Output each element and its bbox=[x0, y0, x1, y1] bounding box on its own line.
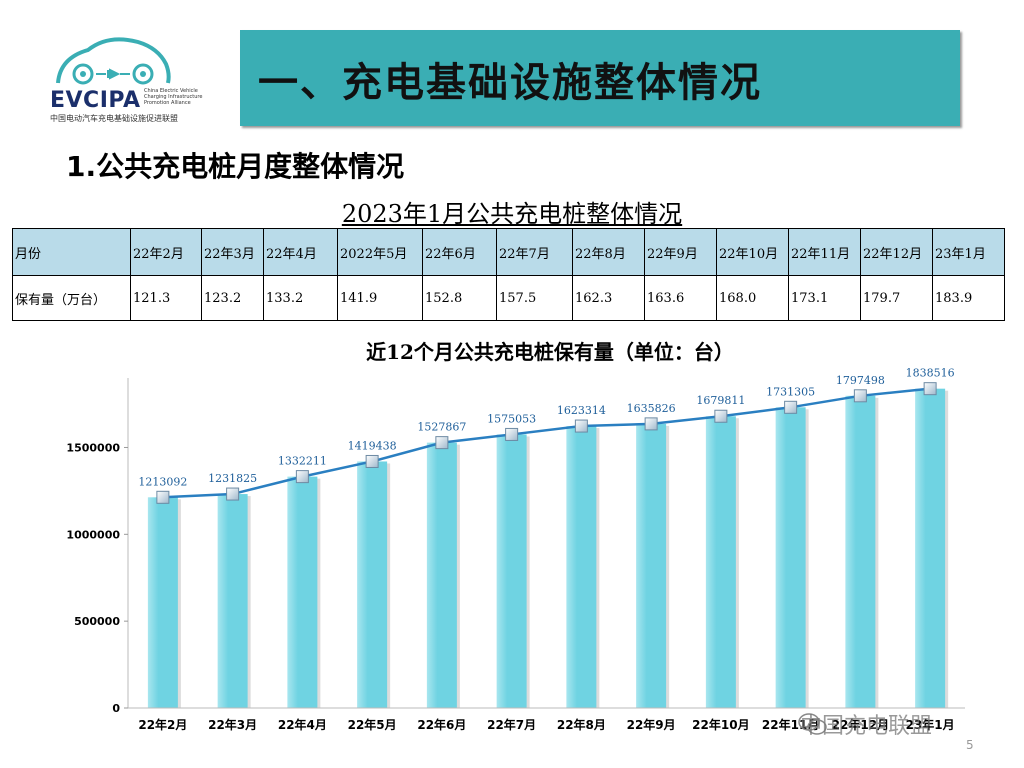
x-tick-label: 22年12月 bbox=[832, 717, 889, 732]
x-tick-label: 22年3月 bbox=[208, 717, 257, 732]
bar bbox=[845, 395, 876, 708]
table-row-months: 月份 22年2月 22年3月 22年4月 2022年5月 22年6月 22年7月… bbox=[12, 228, 1005, 276]
chart-title: 近12个月公共充电桩保有量（单位：台） bbox=[366, 340, 734, 364]
x-tick-label: 22年9月 bbox=[627, 717, 676, 732]
bar bbox=[566, 426, 597, 708]
month-cell: 22年10月 bbox=[716, 228, 789, 276]
bar bbox=[496, 434, 527, 708]
line-marker bbox=[853, 389, 867, 403]
bar bbox=[217, 494, 248, 708]
bar bbox=[357, 461, 388, 708]
value-cell: 141.9 bbox=[337, 275, 423, 321]
x-tick-label: 22年5月 bbox=[348, 717, 397, 732]
bar bbox=[426, 442, 457, 708]
bar bbox=[705, 416, 736, 708]
month-cell: 22年11月 bbox=[788, 228, 861, 276]
x-tick-label: 22年11月 bbox=[762, 717, 819, 732]
logo-english-text: China Electric Vehicle Charging Infrastr… bbox=[144, 88, 203, 106]
data-label: 1623314 bbox=[557, 404, 606, 417]
value-cell: 133.2 bbox=[263, 275, 338, 321]
bar bbox=[287, 476, 318, 708]
y-tick-label: 1000000 bbox=[66, 528, 120, 541]
bar bbox=[636, 423, 667, 708]
data-label: 1575053 bbox=[487, 412, 536, 425]
x-tick-label: 22年7月 bbox=[487, 717, 536, 732]
data-label: 1213092 bbox=[138, 475, 187, 488]
value-cell: 168.0 bbox=[716, 275, 789, 321]
line-marker bbox=[574, 419, 588, 433]
month-cell: 22年9月 bbox=[644, 228, 717, 276]
value-cell: 173.1 bbox=[788, 275, 861, 321]
month-cell: 22年4月 bbox=[263, 228, 338, 276]
series-line bbox=[162, 387, 931, 499]
data-table: 月份 22年2月 22年3月 22年4月 2022年5月 22年6月 22年7月… bbox=[12, 228, 1005, 321]
line-marker bbox=[784, 400, 798, 414]
value-cell: 121.3 bbox=[130, 275, 202, 321]
month-cell: 22年12月 bbox=[860, 228, 933, 276]
evcipa-logo bbox=[56, 37, 171, 85]
line-marker bbox=[226, 487, 240, 501]
data-label: 1527867 bbox=[417, 421, 466, 434]
x-tick-label: 22年2月 bbox=[138, 717, 187, 732]
bar-line-chart: 1213092 1231825 1332211 1419438 1527867 15750… bbox=[66, 365, 965, 732]
line-marker bbox=[365, 454, 379, 468]
section-subtitle: 1.公共充电桩月度整体情况 bbox=[66, 150, 405, 183]
y-tick-label: 500000 bbox=[74, 615, 120, 628]
row-header-volume: 保有量（万台） bbox=[12, 275, 131, 321]
month-cell: 22年2月 bbox=[130, 228, 202, 276]
value-cell: 162.3 bbox=[572, 275, 645, 321]
y-tick-label: 1500000 bbox=[66, 441, 120, 454]
logo-brand-text: EVCIPA bbox=[50, 88, 141, 113]
value-cell: 157.5 bbox=[496, 275, 573, 321]
line-marker bbox=[644, 417, 658, 431]
data-label: 1231825 bbox=[208, 472, 257, 485]
line-marker bbox=[505, 427, 519, 441]
value-cell: 183.9 bbox=[932, 275, 1005, 321]
data-label: 1797498 bbox=[836, 374, 885, 387]
bar bbox=[775, 407, 806, 708]
title-banner bbox=[240, 30, 960, 126]
x-tick-label: 23年1月 bbox=[906, 717, 955, 732]
table-row-values: 保有量（万台） 121.3 123.2 133.2 141.9 152.8 15… bbox=[12, 275, 1005, 321]
value-cell: 179.7 bbox=[860, 275, 933, 321]
month-cell: 22年3月 bbox=[201, 228, 264, 276]
data-label: 1838516 bbox=[906, 367, 955, 380]
line-marker bbox=[714, 409, 728, 423]
data-label: 1635826 bbox=[627, 402, 676, 415]
line-marker bbox=[923, 382, 937, 396]
month-cell: 22年8月 bbox=[572, 228, 645, 276]
watermark-text: 中国充电联盟 bbox=[800, 714, 933, 739]
x-tick-label: 22年8月 bbox=[557, 717, 606, 732]
line-marker bbox=[435, 436, 449, 450]
row-header-month: 月份 bbox=[12, 228, 131, 276]
data-label: 1731305 bbox=[766, 385, 815, 398]
value-cell: 163.6 bbox=[644, 275, 717, 321]
line-marker bbox=[156, 490, 170, 504]
x-tick-label: 22年10月 bbox=[692, 717, 749, 732]
month-cell: 23年1月 bbox=[932, 228, 1005, 276]
month-cell: 22年6月 bbox=[422, 228, 497, 276]
value-cell: 123.2 bbox=[201, 275, 264, 321]
month-cell: 22年7月 bbox=[496, 228, 573, 276]
page-number: 5 bbox=[966, 738, 974, 752]
month-cell: 2022年5月 bbox=[337, 228, 423, 276]
data-label: 1679811 bbox=[696, 394, 745, 407]
value-cell: 152.8 bbox=[422, 275, 497, 321]
data-label: 1419438 bbox=[348, 439, 397, 452]
bar bbox=[915, 388, 946, 708]
bar bbox=[147, 497, 178, 708]
page-title: 一、充电基础设施整体情况 bbox=[258, 60, 762, 106]
data-label: 1332211 bbox=[278, 455, 327, 468]
logo-chinese-text: 中国电动汽车充电基础设施促进联盟 bbox=[50, 114, 178, 123]
x-tick-label: 22年6月 bbox=[417, 717, 466, 732]
wechat-icon bbox=[798, 713, 827, 735]
y-tick-label: 0 bbox=[112, 702, 120, 715]
table-title: 2023年1月公共充电桩整体情况 bbox=[341, 200, 683, 228]
line-marker bbox=[295, 470, 309, 484]
x-tick-label: 22年4月 bbox=[278, 717, 327, 732]
